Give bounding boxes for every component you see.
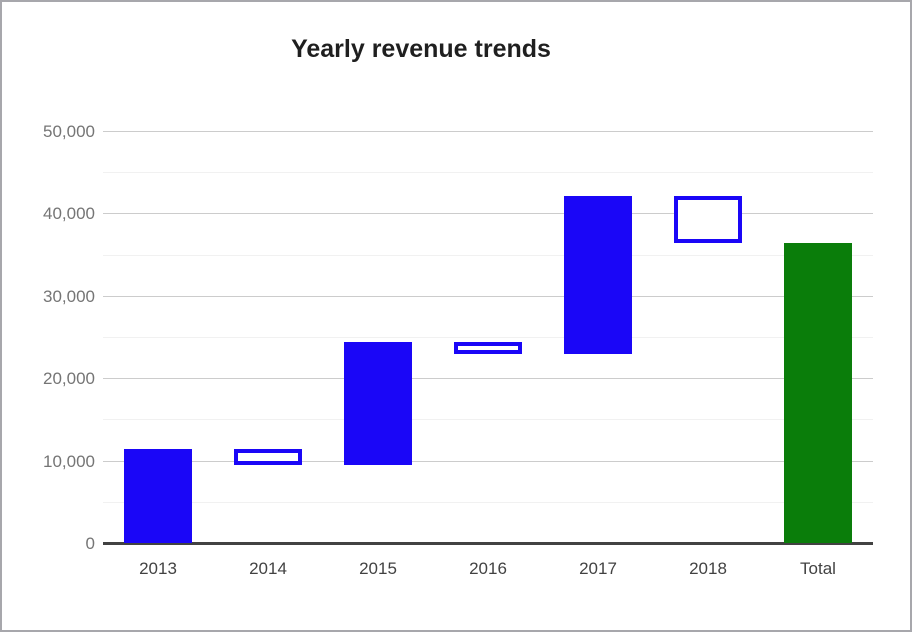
y-axis-tick-label: 40,000 [43,204,95,224]
bar-2016[interactable] [454,341,522,354]
x-axis-label-2018: 2018 [689,558,727,578]
x-axis-label-2015: 2015 [359,558,397,578]
y-axis-tick-label: 0 [85,534,95,553]
minor-gridline [103,254,873,256]
major-gridline [103,295,873,297]
bar-2015[interactable] [344,341,412,466]
y-axis-tick-label: 30,000 [43,286,95,306]
chart-title: Yearly revenue trends [291,35,551,63]
minor-gridline [103,419,873,421]
y-axis-tick-label: 20,000 [43,369,95,389]
minor-gridline [103,337,873,338]
x-axis-line [103,542,873,545]
bar-2014[interactable] [234,448,302,466]
bar-total[interactable] [784,242,852,544]
x-axis-label-total: Total [800,558,836,578]
y-axis-tick-label: 50,000 [43,122,95,141]
minor-gridline [103,501,873,503]
bar-2013[interactable] [124,448,192,544]
x-axis-label-2016: 2016 [469,558,507,578]
major-gridline [103,378,873,380]
x-axis-label-2017: 2017 [579,558,617,578]
bar-2018[interactable] [674,195,742,243]
major-gridline [103,131,873,132]
major-gridline [103,213,873,215]
major-gridline [103,460,873,462]
bar-2017[interactable] [564,195,632,354]
y-axis-tick-label: 10,000 [43,451,95,471]
x-axis-label-2014: 2014 [249,558,287,578]
x-axis-label-2013: 2013 [139,558,177,578]
minor-gridline [103,172,873,174]
